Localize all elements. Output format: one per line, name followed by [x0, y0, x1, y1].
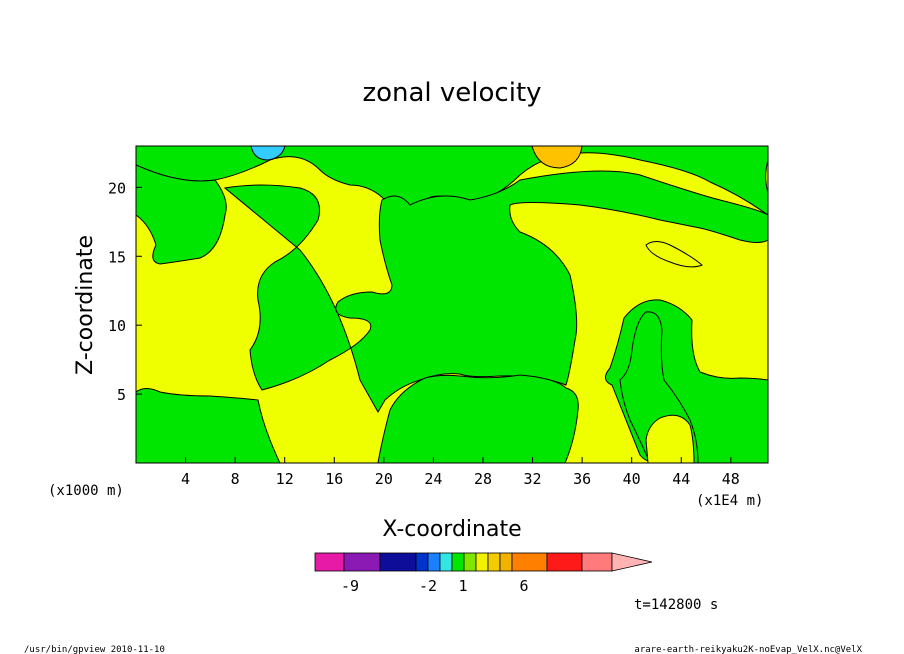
yellow-hole-right	[645, 241, 703, 268]
x-tick-label: 12	[276, 470, 294, 488]
colorbar-segment	[415, 552, 429, 572]
green-region-left	[136, 164, 227, 265]
colorbar-label: 1	[458, 577, 467, 595]
y-axis-ticks: 5 10 15 20	[108, 179, 142, 404]
y-tick-label: 20	[108, 179, 126, 197]
x-tick-label: 4	[181, 470, 190, 488]
colorbar-segment	[439, 552, 453, 572]
colorbar-segment	[427, 552, 441, 572]
footer-right: arare-earth-reikyaku2K-noEvap_VelX.nc@Ve…	[634, 645, 862, 654]
orange-region	[531, 146, 583, 169]
colorbar-segment	[379, 552, 417, 572]
colorbar-segment	[314, 552, 345, 572]
x-tick-label: 32	[524, 470, 542, 488]
colorbar-segment	[511, 552, 548, 572]
colorbar-segment	[546, 552, 583, 572]
cyan-region	[250, 146, 286, 161]
colorbar-segment	[475, 552, 489, 572]
x-tick-label: 24	[424, 470, 442, 488]
x-axis-unit: (x1E4 m)	[696, 493, 763, 509]
x-axis-ticks: 4 8 12 16 20 24 28 32 36 40 44 48	[181, 457, 740, 488]
colorbar-segment	[487, 552, 501, 572]
colorbar-label: 6	[519, 577, 528, 595]
colorbar-arrow	[611, 552, 653, 572]
colorbar-label: -2	[419, 577, 437, 595]
x-tick-label: 8	[231, 470, 240, 488]
y-tick-label: 10	[108, 317, 126, 335]
colorbar-segment	[343, 552, 381, 572]
green-region-middle	[223, 170, 768, 414]
colorbar-segment	[581, 552, 613, 572]
chart-title: zonal velocity	[362, 78, 541, 108]
footer-left: /usr/bin/gpview 2010-11-10	[24, 645, 165, 654]
y-axis-unit: (x1000 m)	[48, 483, 124, 499]
x-tick-label: 48	[722, 470, 740, 488]
colorbar-segment	[463, 552, 477, 572]
colorbar-labels: -9 -2 1 6	[341, 577, 529, 595]
green-region-bottom-left	[136, 388, 281, 463]
y-tick-label: 5	[117, 386, 126, 404]
colorbar-segment	[451, 552, 465, 572]
colorbar	[314, 552, 653, 572]
x-axis-title: X-coordinate	[382, 517, 521, 542]
x-tick-label: 44	[672, 470, 690, 488]
x-tick-label: 28	[474, 470, 492, 488]
y-axis-title: Z-coordinate	[73, 235, 98, 375]
time-label: t=142800 s	[634, 597, 718, 613]
green-region-bottom-middle	[377, 374, 579, 463]
colorbar-label: -9	[341, 577, 359, 595]
x-tick-label: 36	[573, 470, 591, 488]
plot-frame	[135, 145, 769, 464]
x-tick-label: 20	[375, 470, 393, 488]
yellow-hole-right-lower	[645, 414, 695, 463]
y-tick-label: 15	[108, 248, 126, 266]
colorbar-segment	[499, 552, 513, 572]
x-tick-label: 16	[325, 470, 343, 488]
x-tick-label: 40	[623, 470, 641, 488]
